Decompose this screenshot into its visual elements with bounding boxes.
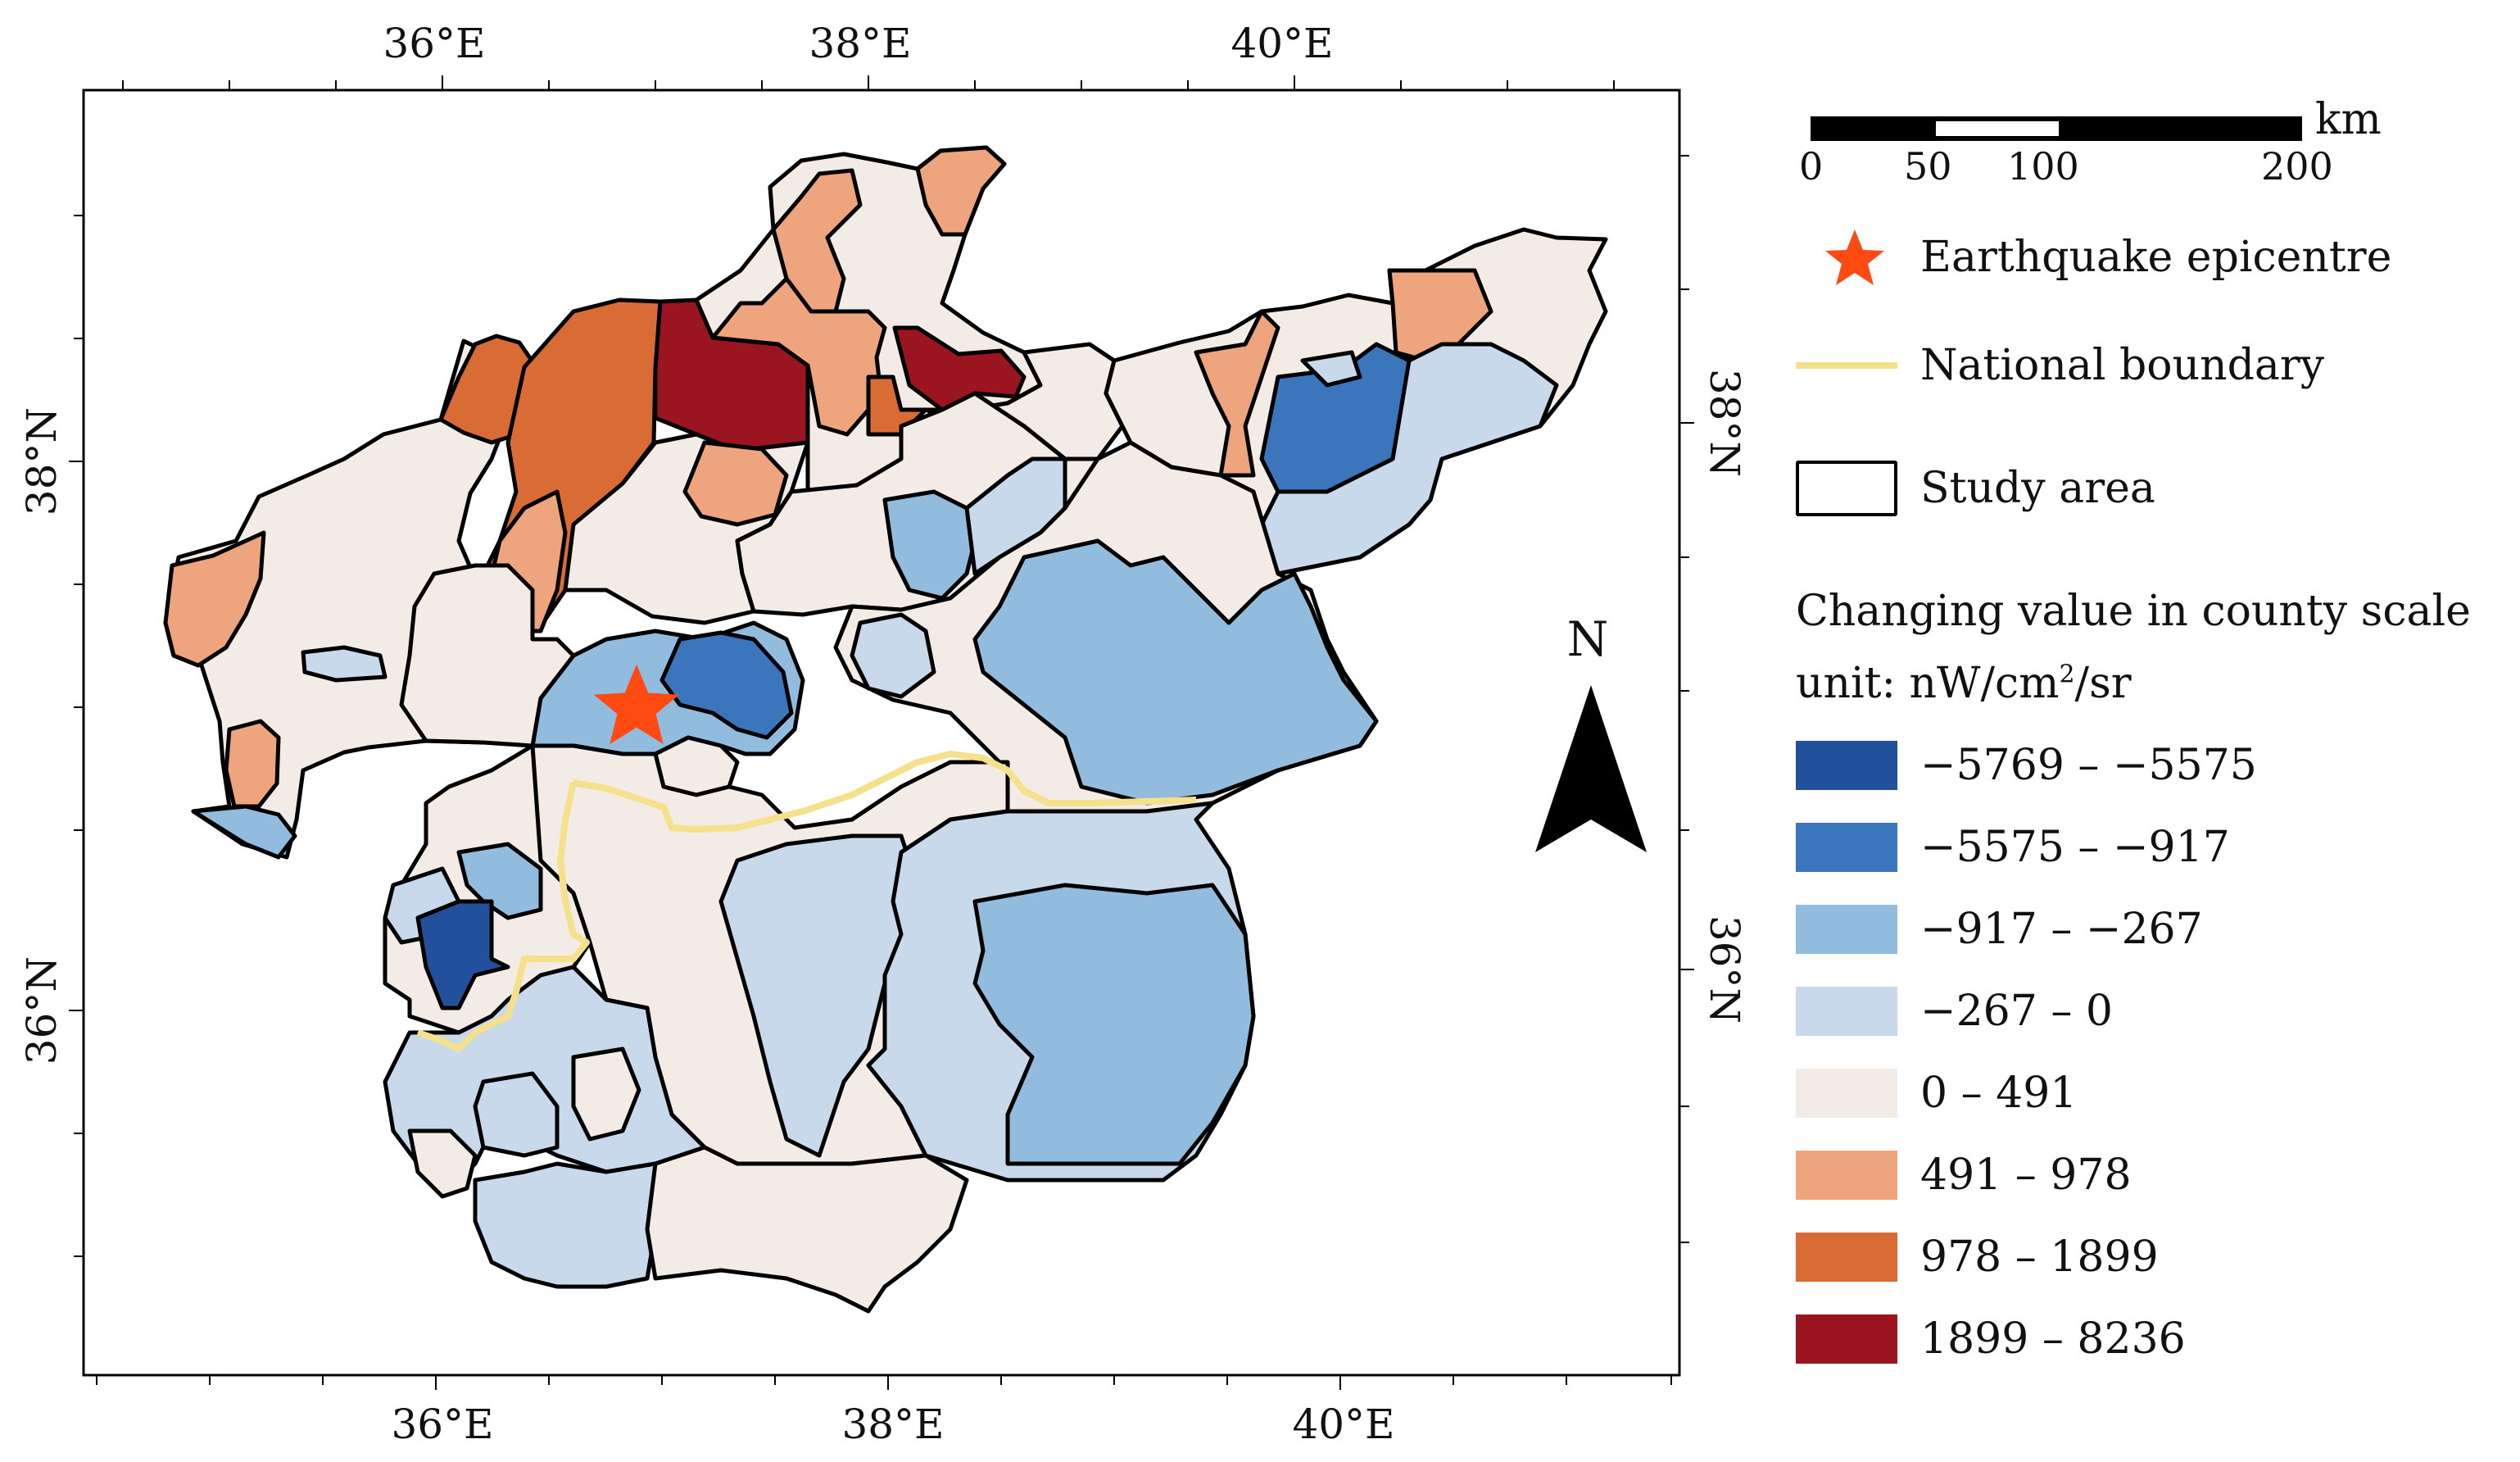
- study-area-label: Study area: [1920, 464, 2155, 513]
- county-region: [972, 883, 1256, 1166]
- bottom-lon-label: 38°E: [841, 1401, 944, 1448]
- class-label: 0 – 491: [1920, 1069, 2078, 1118]
- scale-tick: 200: [2261, 144, 2333, 188]
- county-region: [456, 842, 543, 920]
- top-ticks: [122, 75, 1615, 90]
- scale-tick: 50: [1904, 144, 1952, 188]
- legend-unit: unit: nW/cm2/sr: [1796, 659, 2132, 708]
- bottom-lon-label: 40°E: [1292, 1401, 1394, 1448]
- county-region: [571, 1047, 641, 1142]
- right-lat-label: 38°N: [1701, 369, 1748, 477]
- swatch-class-8: [1796, 1314, 1897, 1364]
- swatch-class-4: [1796, 987, 1897, 1036]
- unit-suffix: /sr: [2074, 659, 2132, 708]
- county-region: [710, 276, 887, 437]
- county-region: [645, 1145, 969, 1314]
- county-region: [224, 719, 281, 809]
- county-region: [163, 530, 266, 668]
- county-region: [191, 804, 297, 860]
- boundary-line-icon: [1796, 362, 1897, 369]
- north-label: N: [1567, 611, 1609, 667]
- scale-tick: 100: [2007, 144, 2079, 188]
- class-label: 491 – 978: [1920, 1151, 2132, 1200]
- county-region: [915, 145, 1007, 237]
- class-label: −5575 – −917: [1920, 823, 2230, 872]
- county-region: [1194, 309, 1280, 478]
- legend-class: −267 – 0: [1796, 987, 2113, 1036]
- county-region: [415, 899, 510, 1010]
- county-region: [1259, 342, 1559, 576]
- county-region: [1300, 350, 1362, 388]
- county-region: [718, 833, 920, 1158]
- left-lat-label: 38°N: [18, 407, 66, 515]
- swatch-class-5: [1796, 1069, 1897, 1118]
- left-lat-label: 36°N: [18, 956, 66, 1065]
- county-region: [850, 612, 936, 699]
- swatch-class-7: [1796, 1233, 1897, 1282]
- legend-class: −5575 – −917: [1796, 823, 2230, 872]
- study-area-box-icon: [1796, 461, 1897, 516]
- legend-class: 978 – 1899: [1796, 1233, 2159, 1282]
- county-regions: [163, 145, 1608, 1314]
- county-region: [407, 1128, 478, 1199]
- legend-class: −917 – −267: [1796, 905, 2203, 954]
- bottom-lon-label: 36°E: [391, 1401, 493, 1448]
- legend-class: 1899 – 8236: [1796, 1314, 2186, 1364]
- swatch-class-6: [1796, 1151, 1897, 1200]
- county-region: [882, 489, 977, 601]
- legend-class: −5769 – −5575: [1796, 741, 2257, 790]
- swatch-class-1: [1796, 741, 1897, 790]
- unit-sup: 2: [2059, 660, 2075, 689]
- unit-prefix: unit: nW/cm: [1796, 659, 2060, 708]
- north-arrow: [1535, 685, 1647, 852]
- boundary-label: National boundary: [1920, 341, 2325, 390]
- swatch-class-2: [1796, 823, 1897, 872]
- top-lon-label: 38°E: [809, 20, 911, 67]
- class-label: −917 – −267: [1920, 905, 2203, 954]
- star-icon: [1825, 229, 1884, 285]
- county-region: [399, 563, 576, 748]
- left-ticks: [69, 215, 84, 1257]
- county-region: [1387, 268, 1493, 363]
- county-region: [301, 645, 388, 683]
- right-lat-label: 36°N: [1701, 915, 1748, 1024]
- right-ticks: [1679, 155, 1694, 1243]
- swatch-class-3: [1796, 905, 1897, 954]
- bottom-ticks: [96, 1375, 1672, 1390]
- class-label: 1899 – 8236: [1920, 1314, 2186, 1364]
- county-region: [972, 538, 1379, 806]
- county-region: [473, 1071, 560, 1158]
- class-label: −267 – 0: [1920, 987, 2113, 1036]
- top-lon-label: 40°E: [1231, 20, 1333, 67]
- county-region: [473, 1161, 658, 1289]
- top-lon-label: 36°E: [383, 20, 485, 67]
- legend-national-boundary: National boundary: [1796, 341, 2324, 390]
- county-region: [682, 440, 789, 527]
- legend-study-area: Study area: [1796, 461, 2155, 516]
- legend-class: 0 – 491: [1796, 1069, 2077, 1118]
- county-region: [892, 325, 1027, 412]
- scale-tick: 0: [1799, 144, 1824, 188]
- legend-epicentre: Earthquake epicentre: [1796, 225, 2391, 290]
- epicentre-star: [593, 664, 680, 745]
- scale-unit: km: [2315, 95, 2382, 144]
- national-boundary-line: [416, 751, 1197, 1052]
- legend-title: Changing value in county scale: [1796, 587, 2471, 636]
- scale-bar: [1811, 116, 2302, 141]
- class-label: 978 – 1899: [1920, 1233, 2159, 1282]
- epicentre-label: Earthquake epicentre: [1920, 233, 2392, 282]
- legend-class: 491 – 978: [1796, 1151, 2132, 1200]
- class-label: −5769 – −5575: [1920, 741, 2257, 790]
